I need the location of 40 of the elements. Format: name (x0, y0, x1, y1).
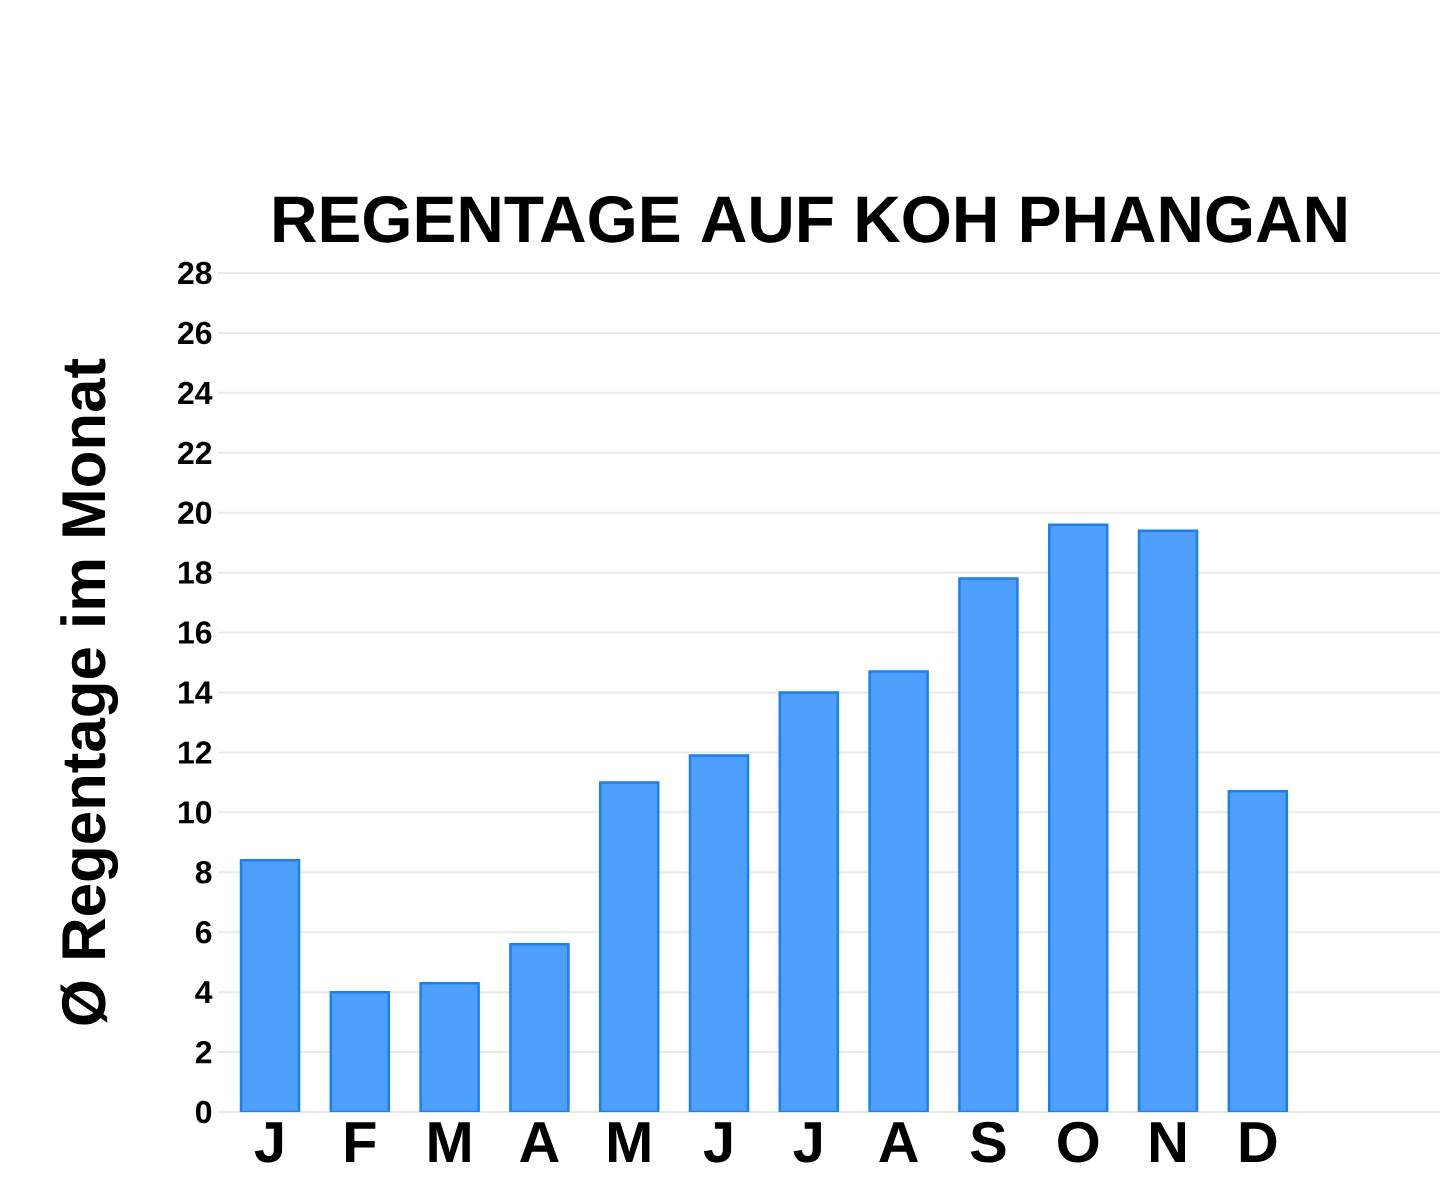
bar (241, 860, 300, 1112)
x-tick-label: N (1151, 1122, 1185, 1162)
y-tick-label: 22 (178, 441, 212, 464)
x-tick-label: J (703, 1122, 732, 1163)
chart-title: REGENTAGE AUF KOH PHANGAN (274, 196, 1346, 243)
x-tick-label: A (879, 1122, 918, 1162)
bar (1049, 524, 1108, 1112)
x-tick-label: M (609, 1122, 650, 1162)
bar (779, 692, 838, 1112)
bar (420, 983, 479, 1112)
y-tick-label: 12 (179, 741, 212, 764)
bar (959, 578, 1018, 1112)
y-tick-label: 24 (178, 381, 213, 404)
bar (690, 755, 749, 1112)
y-tick-label: 4 (195, 981, 213, 1004)
x-tick-label: A (519, 1122, 559, 1162)
bar (869, 671, 928, 1112)
x-tick-label: F (346, 1122, 376, 1162)
x-tick-label: O (1058, 1121, 1099, 1163)
y-axis-title: Ø Regentage im Monat (60, 358, 119, 1025)
y-tick-label: 0 (196, 1100, 212, 1124)
bar (330, 992, 389, 1112)
x-tick-label: D (1240, 1122, 1277, 1162)
y-tick-label: 10 (179, 801, 212, 824)
x-tick-label: S (970, 1121, 1006, 1163)
y-tick-label: 2 (195, 1040, 212, 1064)
y-tick-label: 20 (178, 501, 212, 524)
bar (510, 944, 569, 1112)
y-tick-label: 14 (179, 681, 213, 704)
y-tick-label: 18 (179, 561, 212, 584)
x-tick-label: M (429, 1122, 470, 1162)
bar (1139, 530, 1198, 1112)
y-tick-label: 26 (178, 321, 212, 345)
y-tick-label: 8 (195, 861, 212, 884)
y-tick-label: 6 (195, 920, 212, 944)
x-tick-label: J (793, 1122, 821, 1163)
x-tick-label: J (254, 1122, 283, 1163)
y-tick-label: 16 (179, 621, 212, 644)
bar (600, 782, 659, 1112)
y-tick-label: 28 (178, 261, 212, 285)
